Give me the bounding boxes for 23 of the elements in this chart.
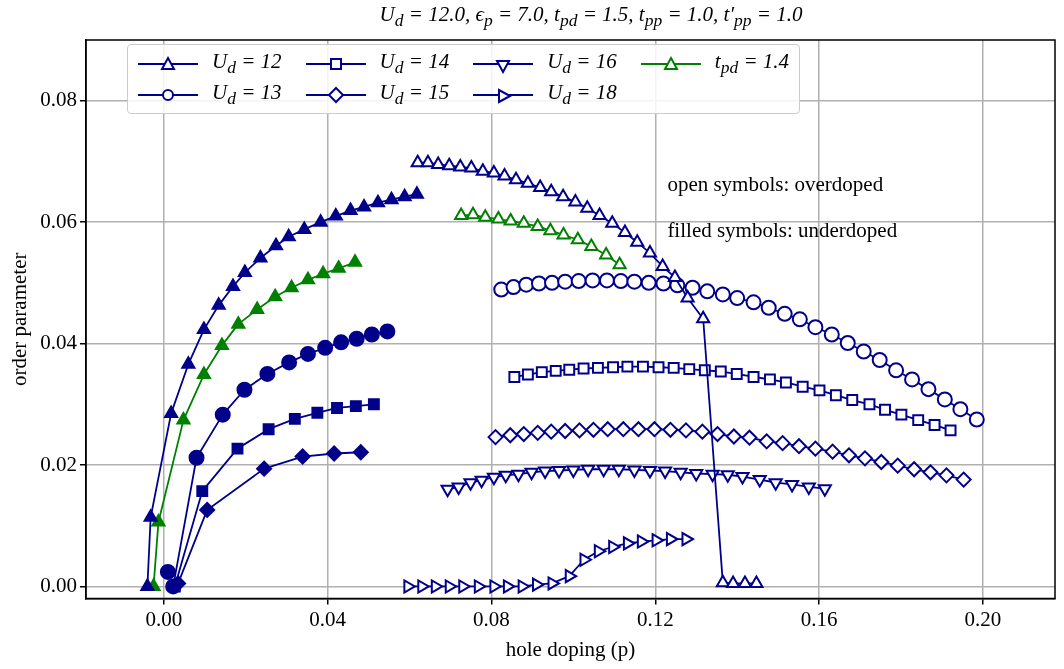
y-tick-label: 0.02	[40, 451, 77, 476]
legend-label: U$_{d}$ = 16	[547, 49, 617, 79]
x-tick-label: 0.08	[473, 606, 510, 631]
x-tick-label: 0.00	[145, 606, 183, 631]
x-tick-label: 0.16	[800, 606, 838, 631]
legend-label: U$_{d}$ = 15	[379, 80, 450, 110]
legend-label: U$_{d}$ = 13	[212, 80, 282, 110]
x-tick-label: 0.04	[309, 606, 347, 631]
legend-label: U$_{d}$ = 14	[379, 49, 450, 79]
legend-label: U$_{d}$ = 12	[212, 49, 282, 79]
chart-title: U$_{d}$ = 12.0, ϵ$_{p}$ = 7.0, t$_{pd}$ = 1.5, t$_{pp}$ = 1.0, t′$_{pp}$ = 1.0	[379, 2, 803, 31]
annotation: open symbols: overdoped	[667, 171, 884, 196]
x-tick-label: 0.20	[964, 606, 1002, 631]
y-tick-label: 0.08	[40, 87, 77, 112]
y-tick-label: 0.04	[40, 330, 78, 355]
legend-label: t$_{pd}$ = 1.4	[714, 49, 790, 79]
y-tick-label: 0.06	[40, 208, 77, 233]
y-axis-title: order parameter	[7, 252, 32, 387]
y-tick-label: 0.00	[40, 572, 77, 597]
x-axis-title: hole doping (p)	[505, 636, 636, 661]
legend-label: U$_{d}$ = 18	[547, 80, 617, 110]
annotation: filled symbols: underdoped	[667, 218, 898, 243]
x-tick-label: 0.12	[636, 606, 674, 631]
